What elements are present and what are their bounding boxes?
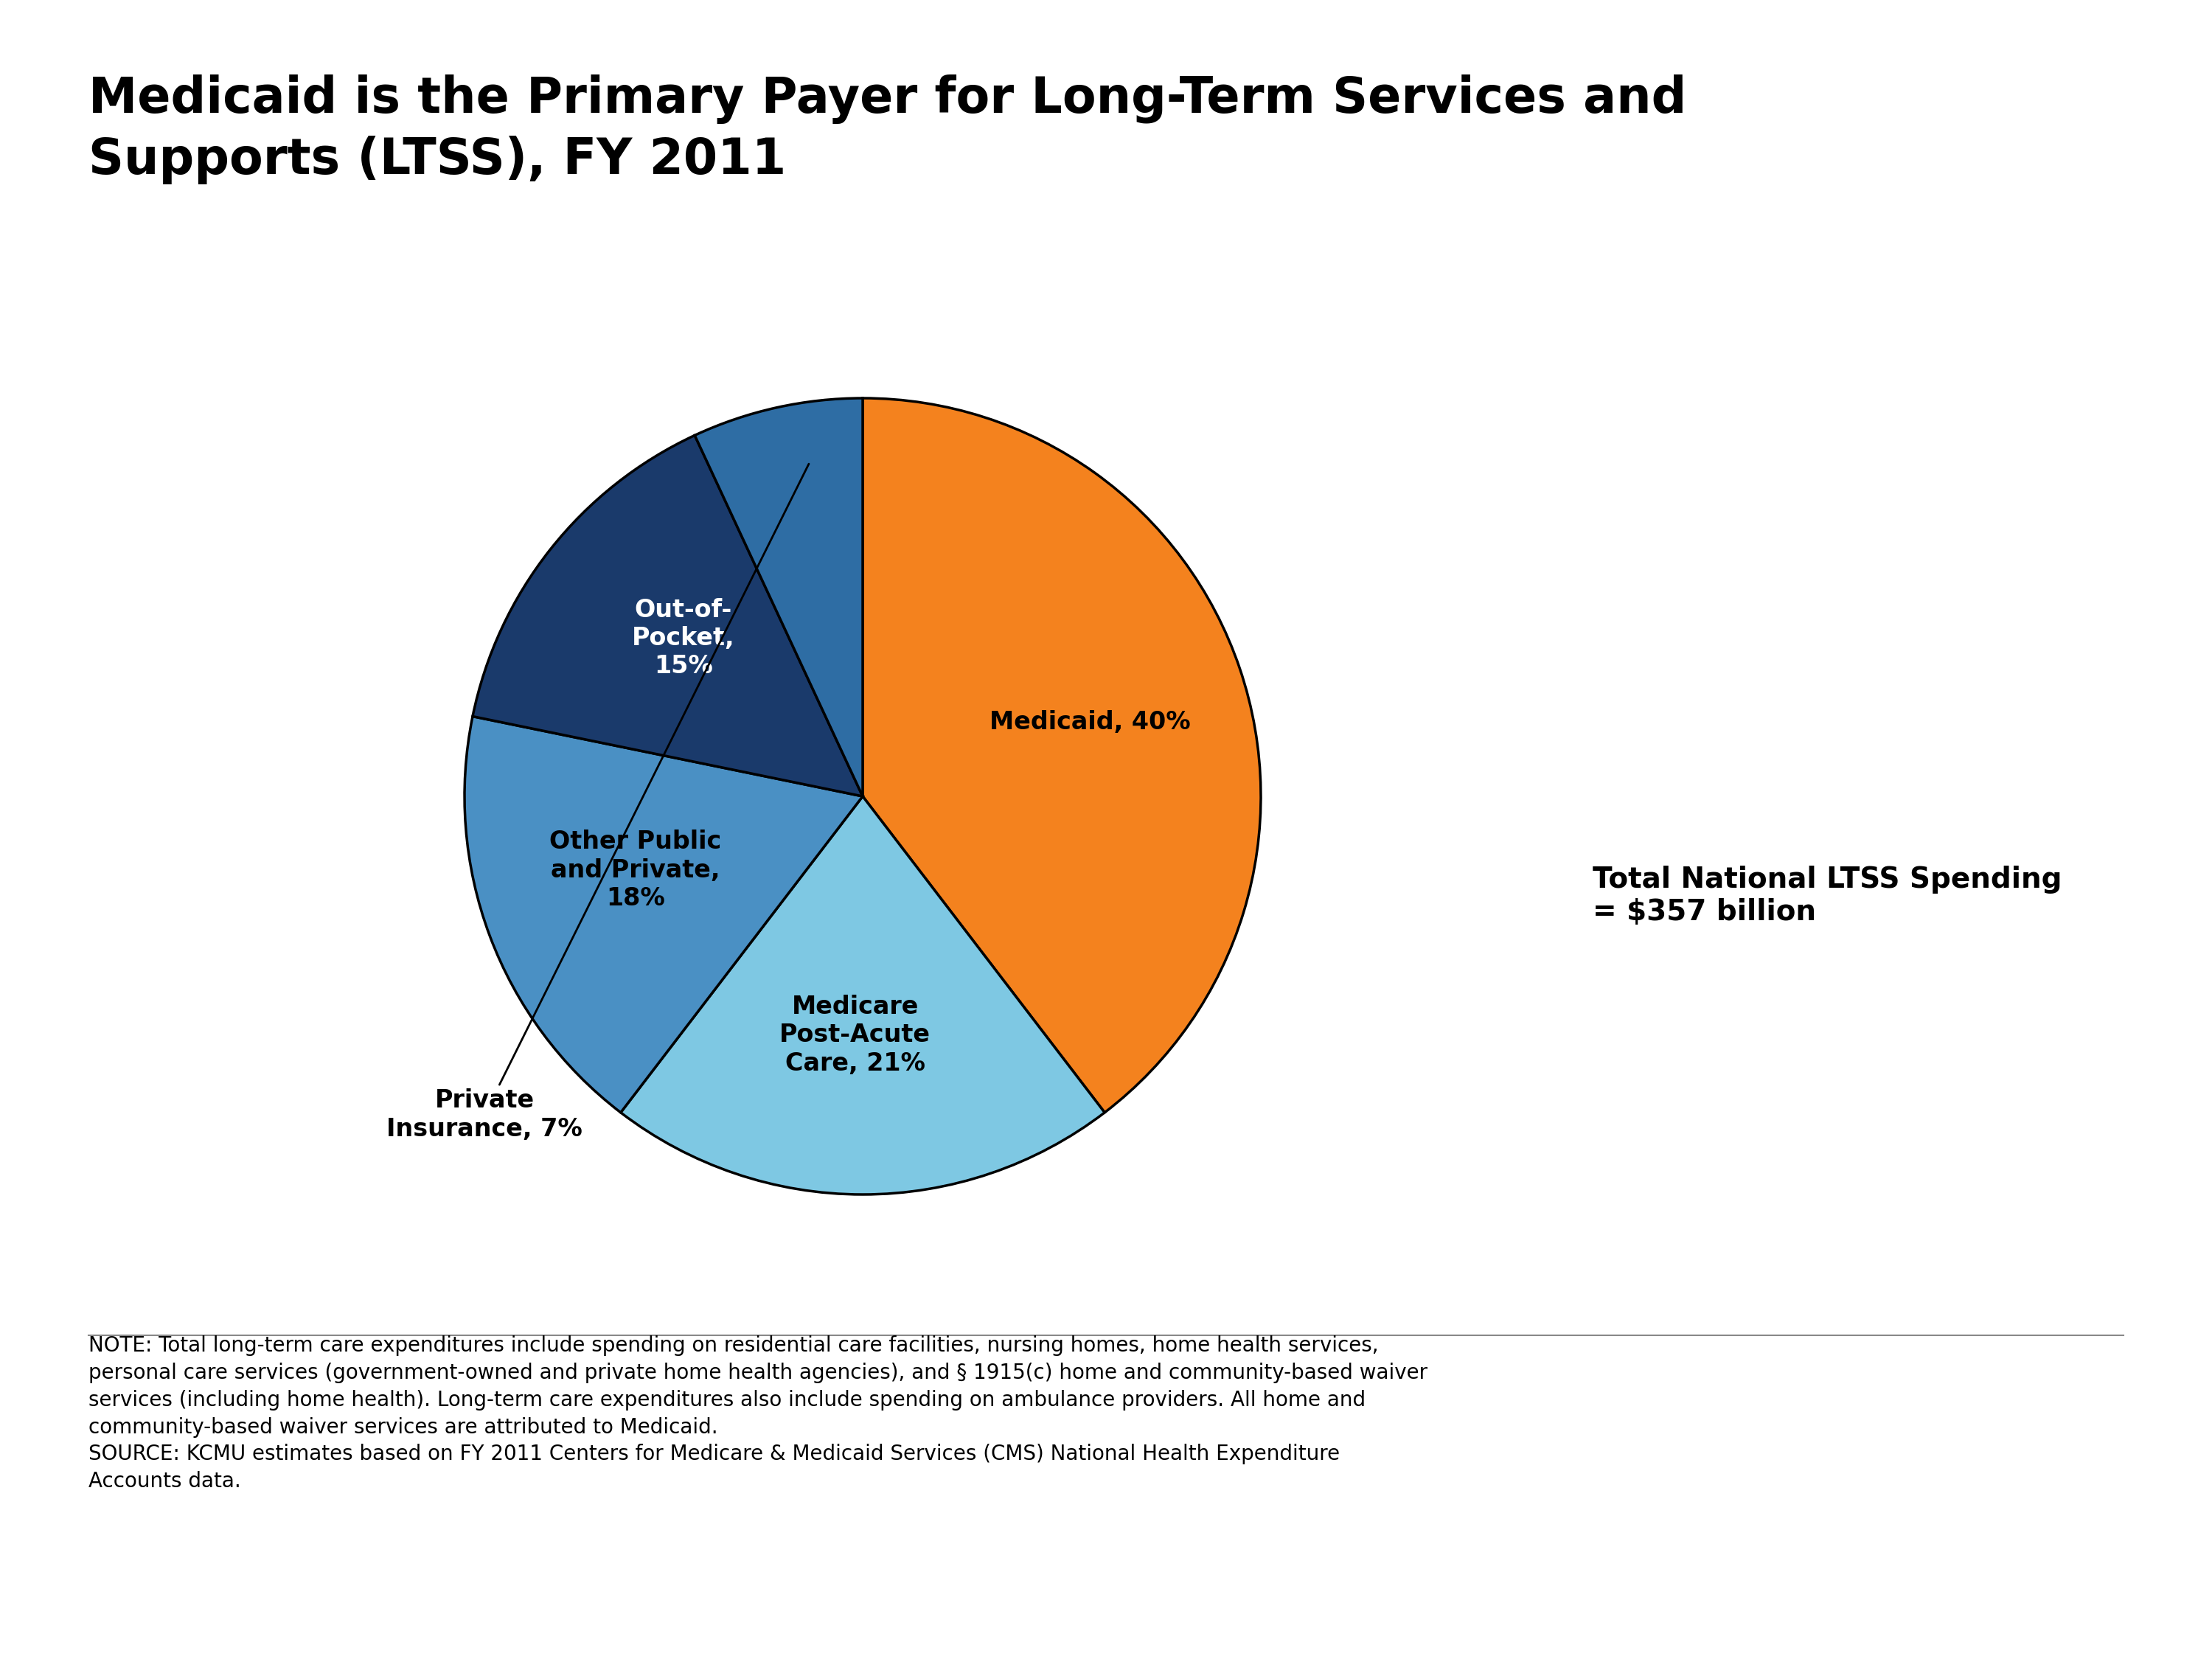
- Text: THE HENRY J.: THE HENRY J.: [1993, 1472, 2055, 1481]
- Text: Other Public
and Private,
18%: Other Public and Private, 18%: [549, 830, 721, 911]
- Wedge shape: [622, 796, 1104, 1194]
- Text: Medicare
Post-Acute
Care, 21%: Medicare Post-Acute Care, 21%: [779, 995, 931, 1075]
- Text: FAMILY: FAMILY: [1995, 1550, 2053, 1563]
- Text: FOUNDATION: FOUNDATION: [1991, 1593, 2057, 1601]
- Text: Medicaid is the Primary Payer for Long-Term Services and
Supports (LTSS), FY 201: Medicaid is the Primary Payer for Long-T…: [88, 75, 1686, 184]
- Text: Out-of-
Pocket,
15%: Out-of- Pocket, 15%: [633, 597, 734, 679]
- Text: Medicaid, 40%: Medicaid, 40%: [989, 710, 1190, 735]
- Text: NOTE: Total long-term care expenditures include spending on residential care fac: NOTE: Total long-term care expenditures …: [88, 1335, 1427, 1491]
- Text: Total National LTSS Spending
= $357 billion: Total National LTSS Spending = $357 bill…: [1593, 866, 2062, 926]
- Text: KAISER: KAISER: [1989, 1511, 2059, 1530]
- Wedge shape: [695, 398, 863, 796]
- Wedge shape: [863, 398, 1261, 1113]
- Wedge shape: [473, 435, 863, 796]
- Text: Private
Insurance, 7%: Private Insurance, 7%: [387, 465, 810, 1141]
- Wedge shape: [465, 717, 863, 1113]
